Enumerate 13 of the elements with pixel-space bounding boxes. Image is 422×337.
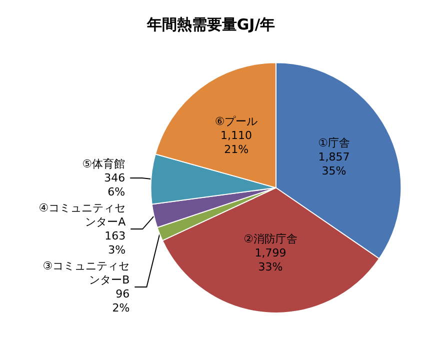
data-label: 96 2%	[112, 288, 130, 315]
chart-title: 年間熱需要量GJ/年	[146, 16, 276, 34]
data-label: 1,799 33%	[254, 246, 286, 274]
data-label: 1,857 35%	[318, 150, 350, 178]
data-label: 1,110 21%	[220, 129, 252, 156]
slice-label: ③コミュニティセンターB	[42, 260, 130, 287]
data-label: 163 3%	[104, 230, 126, 257]
slice-label: ④コミュニティセンターA	[38, 202, 126, 229]
slice-label: ②消防庁舎	[244, 232, 298, 246]
slice-label: ⑥プール	[214, 115, 258, 128]
data-label: 346 6%	[104, 172, 126, 199]
slice-label: ⑤体育館	[82, 158, 126, 171]
slice-label: ①庁舎	[318, 136, 350, 150]
